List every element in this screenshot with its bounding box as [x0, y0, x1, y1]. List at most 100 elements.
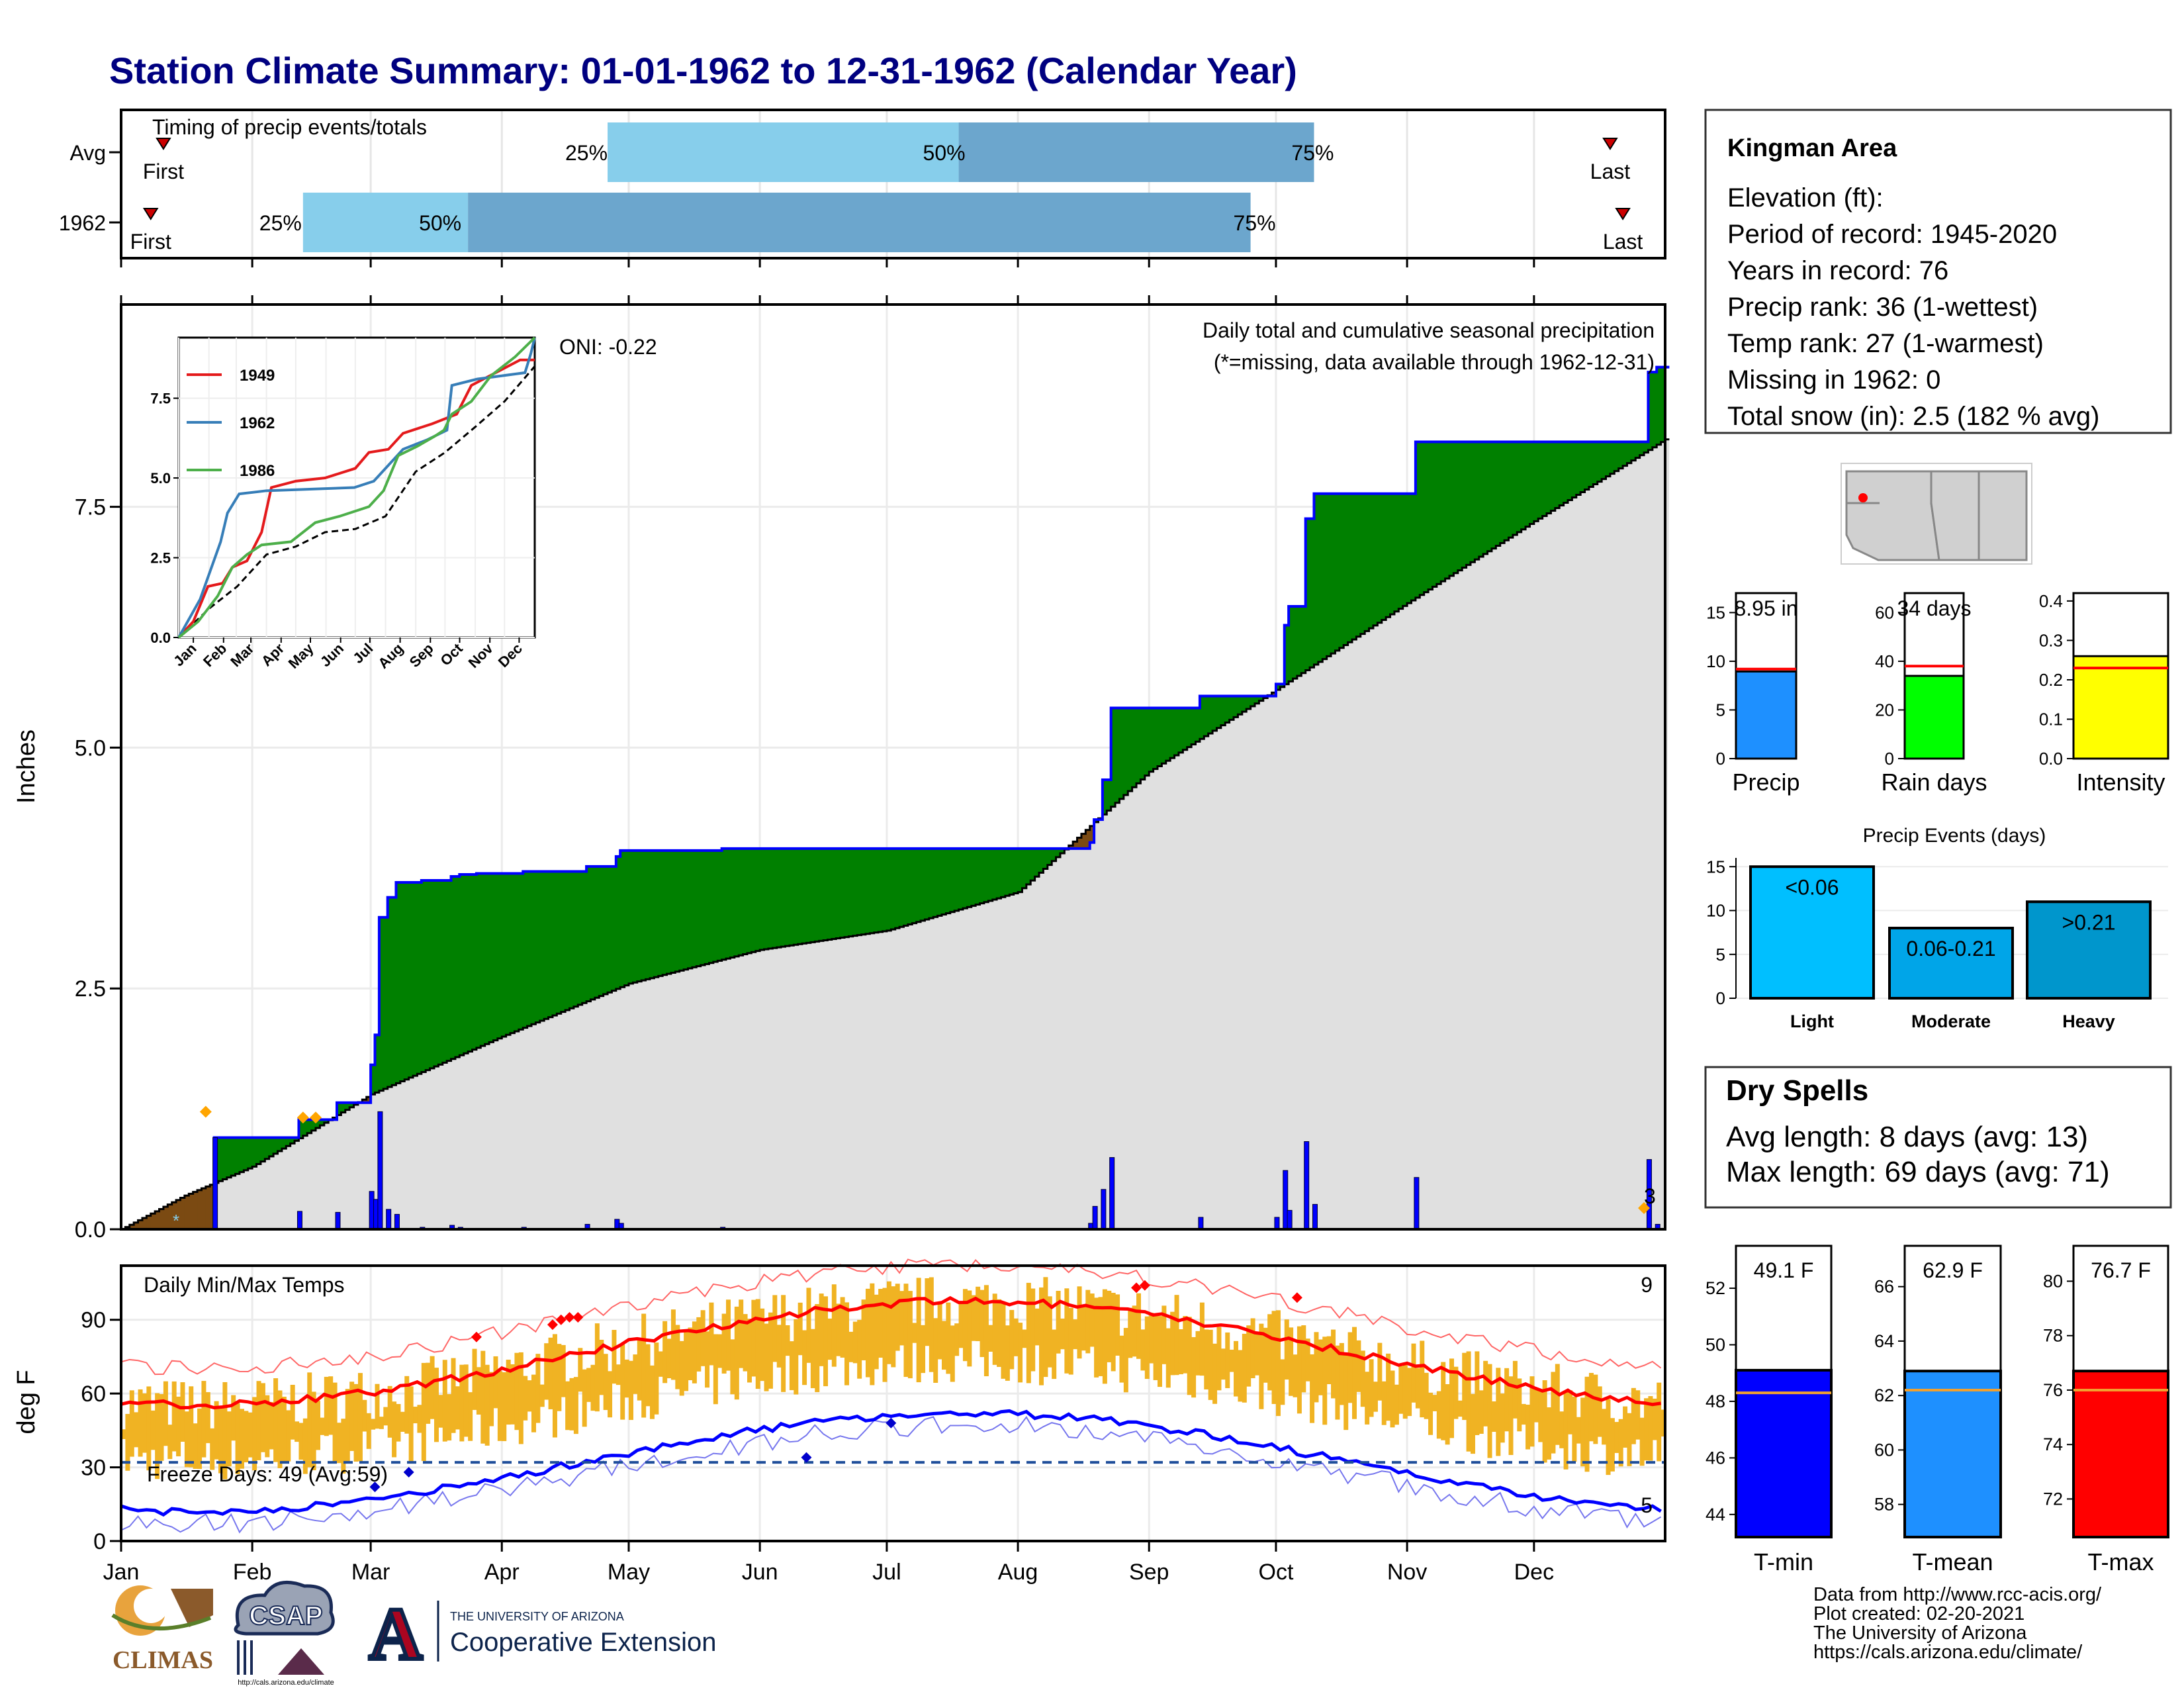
cumulative-diff-segment [760, 848, 765, 950]
cumulative-diff-segment [1234, 696, 1239, 718]
daily-temp-range-bar [1005, 1325, 1010, 1381]
temp-bar-tick-label: 74 [2043, 1434, 2063, 1454]
daily-temp-range-bar [979, 1289, 985, 1358]
cumulative-diff-segment [1242, 696, 1248, 712]
daily-temp-range-bar [1216, 1327, 1222, 1391]
daily-temp-range-bar [1310, 1354, 1315, 1423]
cumulative-diff-segment [451, 876, 456, 1059]
temp-ylabel: deg F [13, 1370, 40, 1434]
cumulative-diff-segment [988, 848, 993, 901]
cumulative-diff-segment [696, 850, 702, 966]
daily-temp-range-bar [134, 1412, 139, 1448]
daily-temp-range-bar [1576, 1417, 1581, 1444]
temp-bar-value [1735, 1368, 1833, 1539]
daily-temp-range-bar [734, 1306, 739, 1400]
snow-marker [310, 1111, 322, 1124]
daily-temp-range-bar [1289, 1327, 1294, 1396]
cumulative-diff-segment [781, 848, 786, 947]
daily-temp-range-bar [396, 1403, 401, 1442]
daily-temp-range-bar [857, 1319, 862, 1379]
cumulative-diff-segment [1246, 696, 1251, 709]
timing-bar-25-50 [608, 122, 959, 182]
daily-temp-range-bar [1373, 1382, 1378, 1412]
daily-temp-range-bar [1115, 1294, 1120, 1356]
daily-temp-range-bar [1555, 1364, 1560, 1445]
daily-temp-range-bar [776, 1325, 782, 1368]
cumulative-diff-segment [527, 871, 532, 1026]
cumulative-diff-segment [615, 856, 621, 989]
dry-spells-max: Max length: 69 days (avg: 71) [1726, 1156, 2110, 1188]
cumulative-diff-segment [1360, 493, 1365, 634]
cumulative-diff-segment [612, 866, 617, 991]
cumulative-diff-segment [1178, 708, 1184, 753]
daily-temp-range-bar [171, 1381, 177, 1452]
cumulative-diff-segment [1597, 442, 1602, 482]
daily-temp-range-bar [1466, 1351, 1471, 1452]
daily-temp-range-bar [1538, 1391, 1543, 1442]
cumulative-diff-segment [286, 1137, 291, 1147]
cumulative-diff-segment [302, 1119, 308, 1136]
temp-ytick-label: 0 [93, 1529, 106, 1554]
cumulative-diff-segment [1081, 833, 1087, 849]
daily-temp-range-bar [226, 1411, 232, 1467]
cumulative-diff-segment [1056, 848, 1061, 857]
month-label: Oct [1259, 1560, 1294, 1585]
cumulative-diff-segment [950, 848, 955, 912]
daily-temp-range-bar [1365, 1372, 1370, 1425]
daily-temp-range-bar [806, 1288, 811, 1363]
cumulative-diff-segment [582, 871, 587, 1004]
daily-temp-range-bar [870, 1283, 875, 1385]
event-bar [2026, 900, 2152, 1000]
cumulative-diff-segment [1466, 442, 1471, 565]
daily-temp-range-bar [1293, 1354, 1298, 1397]
daily-temp-range-bar [810, 1329, 815, 1389]
cumulative-diff-segment [794, 848, 799, 945]
cumulative-diff-segment [971, 848, 976, 906]
temp-bar-tick-label: 76 [2043, 1380, 2063, 1400]
cumulative-diff-segment [1047, 848, 1052, 865]
cumulative-diff-segment [226, 1137, 232, 1178]
daily-temp-range-bar [912, 1323, 917, 1343]
daily-temp-range-bar [307, 1372, 312, 1468]
daily-temp-range-bar [700, 1310, 705, 1366]
cumulative-diff-segment [518, 873, 524, 1030]
cumulative-diff-segment [1275, 684, 1281, 690]
daily-temp-range-bar [929, 1277, 934, 1372]
daily-temp-range-bar [442, 1360, 447, 1442]
daily-temp-range-bar [726, 1299, 731, 1371]
cumulative-diff-segment [400, 882, 406, 1082]
daily-temp-range-bar [463, 1364, 469, 1437]
cumulative-diff-segment [134, 1222, 139, 1229]
daily-temp-range-bar [1275, 1310, 1281, 1417]
cumulative-diff-segment [201, 1188, 206, 1229]
daily-temp-range-bar [273, 1378, 279, 1462]
daily-temp-range-bar [142, 1393, 147, 1453]
temp-bar-tick-label: 48 [1706, 1391, 1725, 1411]
cumulative-diff-segment [1381, 493, 1387, 620]
last-event-label: Last [1603, 230, 1643, 254]
daily-temp-range-bar [861, 1299, 866, 1360]
record-low-marker [403, 1467, 414, 1477]
cumulative-diff-segment [1365, 493, 1370, 632]
inset-legend-label: 1986 [240, 462, 275, 480]
cumulative-diff-segment [1136, 708, 1142, 784]
cumulative-diff-segment [506, 873, 511, 1035]
daily-temp-range-bar [349, 1382, 355, 1451]
summary-bar-value [1735, 670, 1797, 760]
daily-temp-range-bar [1060, 1318, 1065, 1350]
daily-temp-range-bar [1318, 1339, 1323, 1395]
cumulative-diff-segment [1432, 442, 1437, 587]
daily-temp-range-bar [539, 1384, 545, 1407]
footer-credits: Data from http://www.rcc-acis.org/ Plot … [1813, 1584, 2102, 1663]
daily-temp-range-bar [1208, 1329, 1213, 1400]
cumulative-diff-segment [870, 848, 875, 933]
cumulative-diff-segment [311, 1119, 316, 1131]
cumulative-diff-segment [1479, 442, 1484, 557]
temp-ytick-label: 90 [81, 1308, 106, 1333]
cumulative-diff-segment [1657, 367, 1662, 445]
cumulative-diff-segment [578, 871, 583, 1005]
cumulative-diff-segment [1271, 692, 1277, 696]
avg-cumulative-area [121, 439, 1670, 1229]
daily-temp-range-bar [1635, 1390, 1641, 1440]
